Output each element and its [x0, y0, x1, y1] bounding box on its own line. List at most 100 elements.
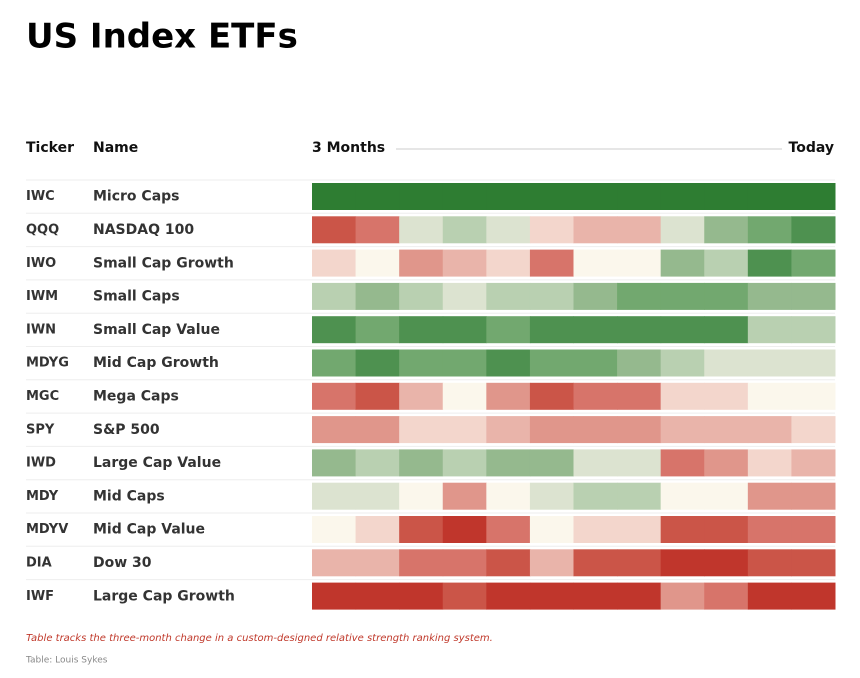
heat-cell: [617, 449, 662, 477]
ticker: IWM: [26, 289, 58, 304]
heat-cell: [355, 316, 400, 344]
heat-cell: [704, 282, 749, 310]
heat-cell: [442, 516, 487, 543]
source: Table: Louis Sykes: [25, 656, 108, 666]
heat-cell: [355, 582, 400, 610]
heat-cell: [573, 249, 618, 277]
heat-cell: [660, 216, 705, 244]
heat-cell: [704, 316, 749, 344]
heat-cell: [573, 282, 618, 310]
ticker: IWD: [26, 456, 56, 471]
heat-cell: [529, 482, 574, 510]
heat-cell: [704, 349, 749, 377]
heat-cell: [747, 516, 792, 543]
heat-cell: [529, 382, 574, 410]
heat-cell: [573, 183, 618, 210]
heat-cell: [486, 183, 531, 210]
heat-cell: [529, 549, 574, 577]
heat-cell: [355, 516, 400, 543]
heat-cell: [355, 216, 400, 244]
heat-cell: [399, 382, 444, 410]
heat-cell: [312, 249, 357, 277]
heat-cell: [442, 282, 487, 310]
heat-cell: [660, 183, 705, 210]
etf-name: Small Cap Growth: [93, 255, 234, 271]
heat-cell: [747, 282, 792, 310]
heat-cell: [791, 249, 836, 277]
heat-cell: [747, 482, 792, 510]
heat-cell: [355, 282, 400, 310]
heat-cell: [660, 249, 705, 277]
ticker: SPY: [26, 422, 55, 437]
heat-cell: [660, 282, 705, 310]
heat-cell: [747, 316, 792, 344]
heat-cell: [312, 349, 357, 377]
heat-cell: [660, 449, 705, 477]
heat-cell: [486, 549, 531, 577]
heat-cell: [355, 382, 400, 410]
column-header: Today: [789, 140, 834, 156]
heat-cell: [399, 316, 444, 344]
heat-cell: [573, 516, 618, 543]
heat-cell: [747, 183, 792, 210]
heat-cell: [529, 449, 574, 477]
heat-cell: [355, 482, 400, 510]
ticker: MDYV: [26, 522, 68, 537]
heat-cell: [529, 282, 574, 310]
heat-cell: [312, 516, 357, 543]
heat-cell: [399, 516, 444, 543]
heat-cell: [704, 449, 749, 477]
heat-cell: [660, 316, 705, 344]
heat-cell: [747, 416, 792, 444]
heat-cell: [486, 316, 531, 344]
heat-cell: [442, 349, 487, 377]
heat-cell: [791, 183, 836, 210]
heat-cell: [529, 349, 574, 377]
heat-cell: [660, 516, 705, 543]
heat-cell: [442, 582, 487, 610]
heat-cell: [617, 183, 662, 210]
ticker: IWO: [26, 256, 56, 271]
heat-cell: [529, 316, 574, 344]
heat-cell: [312, 482, 357, 510]
ticker: IWF: [26, 589, 54, 604]
heat-cell: [791, 216, 836, 244]
heat-cell: [486, 282, 531, 310]
heat-cell: [617, 549, 662, 577]
heat-cell: [747, 549, 792, 577]
heat-cell: [399, 249, 444, 277]
heat-cell: [791, 349, 836, 377]
table-body: IWC Micro Caps QQQ NASDAQ 100 IWO Small Cap G…: [26, 179, 836, 610]
heat-cell: [704, 382, 749, 410]
heat-cell: [573, 416, 618, 444]
heat-cell: [486, 382, 531, 410]
column-header: Name: [93, 140, 138, 156]
etf-name: Mid Cap Value: [93, 522, 205, 538]
heat-cell: [617, 482, 662, 510]
heat-cell: [312, 282, 357, 310]
heat-cell: [573, 582, 618, 610]
heat-cell: [442, 316, 487, 344]
heat-cell: [573, 449, 618, 477]
heat-cell: [399, 416, 444, 444]
heat-cell: [573, 216, 618, 244]
heat-cell: [791, 282, 836, 310]
heat-cell: [399, 282, 444, 310]
heat-cell: [486, 349, 531, 377]
etf-name: Small Caps: [93, 289, 180, 305]
heat-cell: [486, 482, 531, 510]
heat-cell: [355, 249, 400, 277]
etf-name: Micro Caps: [93, 189, 180, 205]
ticker: MGC: [26, 389, 59, 404]
heat-cell: [791, 316, 836, 344]
heat-cell: [747, 216, 792, 244]
heat-cell: [747, 449, 792, 477]
heat-cell: [486, 249, 531, 277]
ticker: IWN: [26, 322, 56, 337]
heat-cell: [660, 582, 705, 610]
heat-cell: [486, 516, 531, 543]
heat-cell: [617, 249, 662, 277]
heat-cell: [442, 382, 487, 410]
heat-cell: [747, 249, 792, 277]
